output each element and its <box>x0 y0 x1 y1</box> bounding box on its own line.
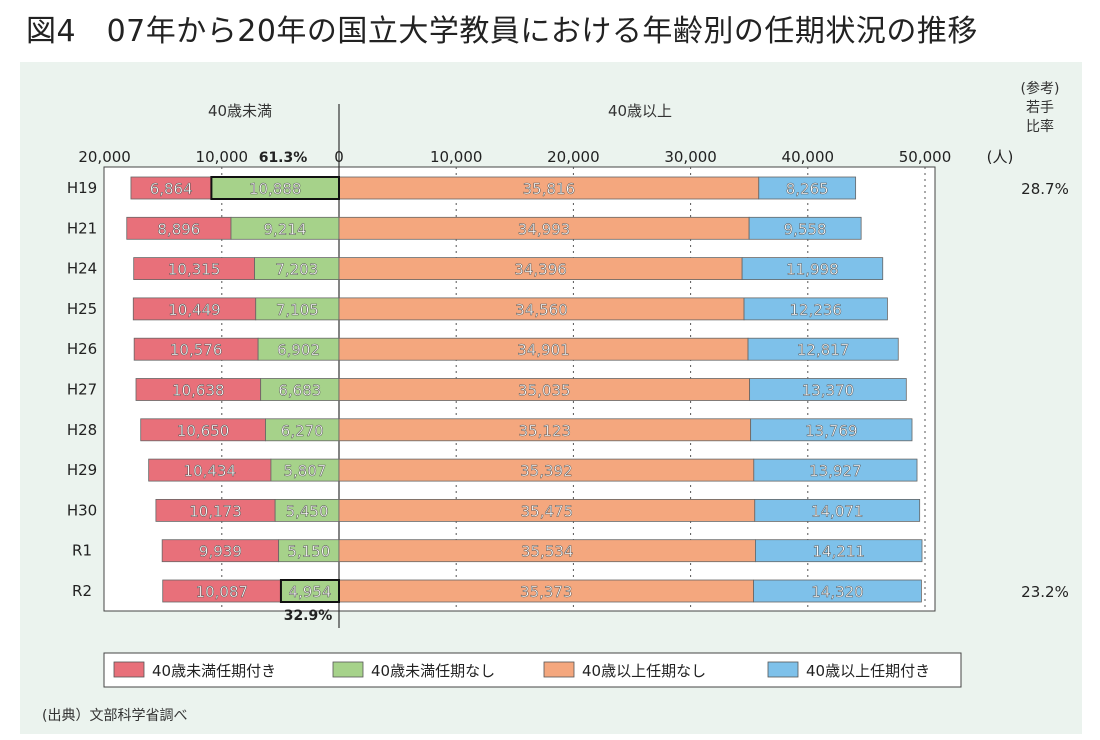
x-tick-label: 10,000 <box>196 148 249 166</box>
section-label-left: 40歳未満 <box>208 102 272 120</box>
x-tick-label: 40,000 <box>782 148 835 166</box>
bar-segment <box>753 579 922 603</box>
bar-segment <box>743 297 888 321</box>
annotation-bottom: 32.9% <box>284 608 333 624</box>
ref-ratio-value: 28.7% <box>1021 180 1069 198</box>
data-label: 12,236 <box>789 301 842 319</box>
x-tick-label: 50,000 <box>899 148 952 166</box>
data-label: 6,902 <box>277 341 320 359</box>
y-category-label: H27 <box>67 381 97 399</box>
legend-swatch <box>767 661 799 678</box>
bar-segment <box>755 539 923 563</box>
section-label-right: 40歳以上 <box>608 102 672 120</box>
data-label: 7,105 <box>276 301 319 319</box>
ref-ratio-header: 若手 <box>1026 100 1054 116</box>
data-label: 35,534 <box>521 543 574 561</box>
data-label: 35,123 <box>519 422 572 440</box>
data-label: 5,450 <box>286 502 329 520</box>
data-label: 12,817 <box>797 341 850 359</box>
legend-swatch <box>113 661 145 678</box>
data-label: 35,475 <box>521 502 574 520</box>
y-category-label: R1 <box>72 542 92 560</box>
y-category-label: H30 <box>67 501 97 519</box>
x-axis-unit: (人) <box>987 148 1014 166</box>
bar-segment <box>753 458 918 482</box>
data-label: 11,998 <box>786 261 839 279</box>
bar-segment <box>747 337 899 361</box>
legend-label: 40歳未満任期なし <box>371 662 495 680</box>
x-tick-label: 20,000 <box>78 148 131 166</box>
legend-label: 40歳以上任期なし <box>582 662 706 680</box>
ref-ratio-header: 比率 <box>1026 118 1054 135</box>
legend-label: 40歳未満任期付き <box>152 662 276 680</box>
source-note: (出典）文部科学省調べ <box>42 708 187 724</box>
legend-swatch <box>332 661 364 678</box>
data-label: 35,392 <box>520 462 573 480</box>
data-label: 34,560 <box>515 301 568 319</box>
data-label: 10,087 <box>196 583 249 601</box>
x-tick-label: 30,000 <box>664 148 717 166</box>
data-label: 9,939 <box>199 543 242 561</box>
bar-segment <box>758 176 857 200</box>
y-category-label: H28 <box>67 421 97 439</box>
annotation-top: 61.3% <box>259 150 308 166</box>
bar-segment <box>741 257 884 281</box>
x-tick-label: 20,000 <box>547 148 600 166</box>
ref-ratio-header: (参考) <box>1021 80 1060 97</box>
bar-segment <box>750 418 913 442</box>
y-category-label: H24 <box>67 260 97 278</box>
bar-segment <box>749 378 907 401</box>
legend <box>103 652 962 688</box>
data-label: 8,265 <box>786 180 829 198</box>
data-label: 14,071 <box>811 502 864 520</box>
legend-label: 40歳以上任期付き <box>806 662 930 680</box>
data-label: 10,576 <box>170 341 223 359</box>
data-label: 6,683 <box>278 382 321 400</box>
data-label: 10,315 <box>168 261 221 279</box>
page-title: 図4 07年から20年の国立大学教員における年齢別の任期状況の推移 <box>26 14 978 49</box>
data-label: 10,888 <box>249 180 302 198</box>
bar-segment <box>748 216 862 240</box>
y-category-label: R2 <box>72 582 92 600</box>
data-label: 34,396 <box>514 261 567 279</box>
data-label: 34,901 <box>517 341 570 359</box>
data-label: 10,173 <box>189 502 242 520</box>
highlight-box <box>279 579 340 603</box>
data-label: 10,638 <box>172 382 225 400</box>
data-label: 10,650 <box>177 422 230 440</box>
data-label: 10,449 <box>168 301 221 319</box>
y-category-label: H25 <box>67 300 97 318</box>
data-label: 9,214 <box>264 220 307 238</box>
data-label: 13,769 <box>805 422 858 440</box>
data-label: 4,954 <box>288 583 331 601</box>
x-tick-label: 10,000 <box>430 148 483 166</box>
data-label: 34,993 <box>518 220 571 238</box>
data-label: 5,807 <box>283 462 326 480</box>
data-label: 6,864 <box>150 180 193 198</box>
data-label: 8,896 <box>157 220 200 238</box>
data-label: 5,150 <box>287 543 330 561</box>
data-label: 7,203 <box>275 261 318 279</box>
x-tick-label: 0 <box>334 148 344 166</box>
legend-swatch <box>543 661 575 678</box>
highlight-box <box>210 176 340 200</box>
data-label: 14,211 <box>812 543 865 561</box>
data-label: 35,816 <box>523 180 576 198</box>
y-category-label: H21 <box>67 219 97 237</box>
data-label: 6,270 <box>281 422 324 440</box>
data-label: 9,558 <box>784 220 827 238</box>
data-label: 35,035 <box>518 382 571 400</box>
data-label: 14,320 <box>811 583 864 601</box>
ref-ratio-value: 23.2% <box>1021 583 1069 601</box>
data-label: 10,434 <box>184 462 237 480</box>
data-label: 35,373 <box>520 583 573 601</box>
data-label: 13,370 <box>802 382 855 400</box>
y-category-label: H19 <box>67 179 97 197</box>
y-category-label: H26 <box>67 340 97 358</box>
y-category-label: H29 <box>67 461 97 479</box>
bar-segment <box>754 498 921 522</box>
data-label: 13,927 <box>809 462 862 480</box>
